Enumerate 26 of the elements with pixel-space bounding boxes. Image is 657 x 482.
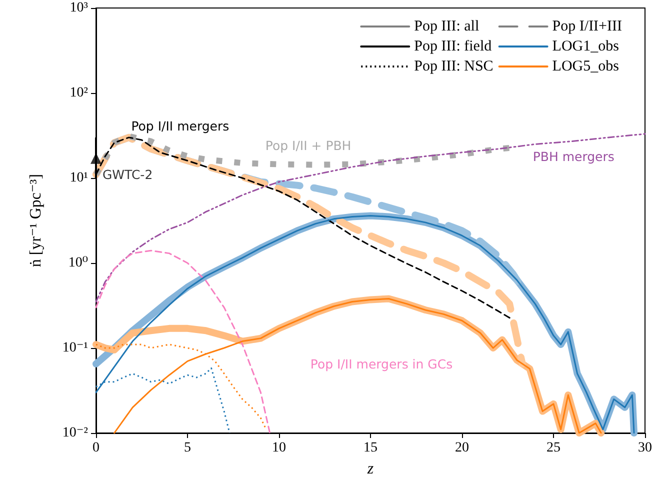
legend-label: Pop III: all [414,18,480,34]
y-tick-label: 10¹ [70,170,88,186]
y-tick-label: 10² [70,86,88,100]
y-tick-label: 10⁻¹ [62,340,88,356]
x-axis-title: z [366,460,374,478]
y-tick-label: 10³ [70,0,88,16]
series-label: GWTC-2 [102,166,153,182]
x-tick-label: 0 [92,440,100,456]
x-tick-label: 20 [455,440,469,456]
legend-label: LOG1_obs [552,38,620,54]
legend-label: Pop III: field [414,38,492,54]
y-axis-title: ṅ [yr⁻¹ Gpc⁻³] [28,174,44,268]
x-tick-label: 15 [364,440,378,456]
x-tick-label: 30 [638,440,652,456]
y-tick-label: 10⁰ [68,256,88,270]
y-tick-label: 10⁻² [62,426,88,440]
text: Pop I/II mergers in GCs [310,356,453,372]
x-tick-label: 25 [546,440,560,456]
x-tick-label: 5 [184,440,191,456]
legend-label: LOG5_obs [552,58,620,74]
legend-label: Pop I/II+III [552,18,622,34]
x-tick-label: 10 [272,440,286,456]
series-label: PBH mergers [532,148,614,164]
series-label: Pop I/II + PBH [265,138,352,154]
series-label: Pop I/II mergers [131,118,230,134]
legend-label: Pop III: NSC [414,58,494,74]
